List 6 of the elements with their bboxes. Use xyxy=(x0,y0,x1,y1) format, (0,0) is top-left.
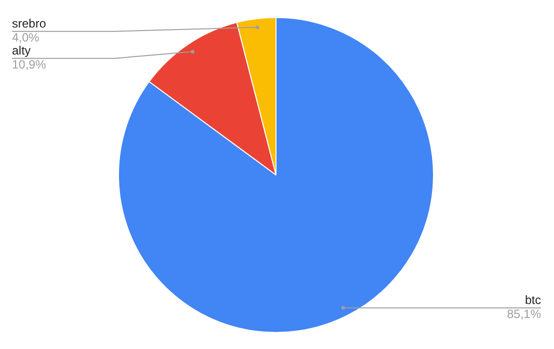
slice-label: btc xyxy=(524,293,541,308)
data-label: 4,0% xyxy=(12,30,40,45)
slice-label: alty xyxy=(12,44,31,58)
data-label: 85,1% xyxy=(506,307,542,322)
slice-label: srebro xyxy=(12,16,46,31)
data-label: 10,9% xyxy=(12,58,46,72)
